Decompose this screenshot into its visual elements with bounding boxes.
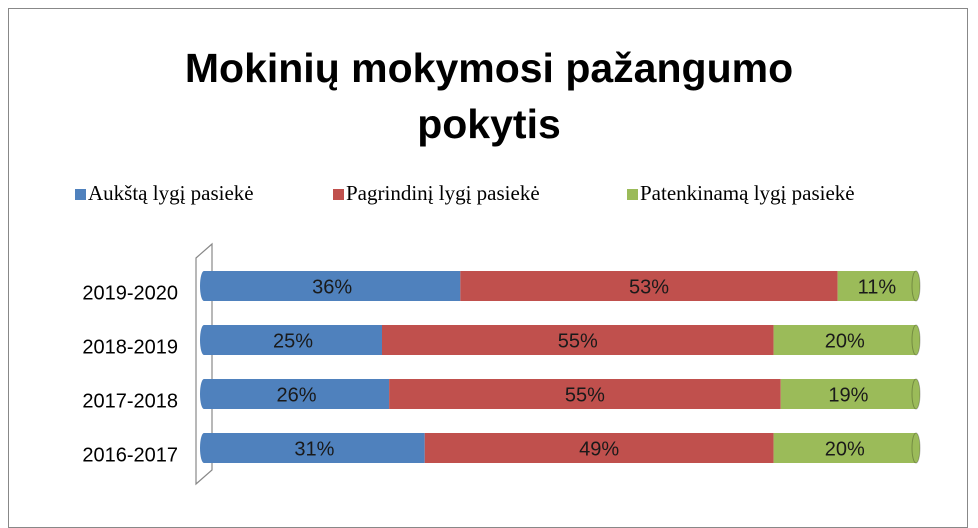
bar-segment <box>424 433 774 463</box>
value-label: 11% <box>858 276 897 298</box>
legend-swatch <box>75 189 86 200</box>
value-label: 26% <box>277 384 317 406</box>
bar-cap <box>200 271 208 301</box>
legend-swatch <box>333 189 344 200</box>
value-label: 55% <box>558 330 598 352</box>
value-label: 20% <box>825 330 865 352</box>
category-label: 2017-2018 <box>82 390 178 412</box>
bar-segment <box>389 379 781 409</box>
bar-cap <box>200 379 208 409</box>
legend-label: Pagrindinį lygį pasiekė <box>346 181 540 205</box>
category-label: 2016-2017 <box>82 444 178 466</box>
value-label: 36% <box>312 276 352 298</box>
bar-segment <box>204 379 390 409</box>
bar-segment <box>204 433 425 463</box>
value-label: 49% <box>579 438 619 460</box>
bar-segment <box>837 271 916 301</box>
chart: Aukštą lygį pasiekė Pagrindinį lygį pasie… <box>75 181 921 486</box>
bar-cap <box>200 433 208 463</box>
legend-label: Patenkinamą lygį pasiekė <box>640 181 855 205</box>
bar-cap <box>200 325 208 355</box>
value-label: 55% <box>565 384 605 406</box>
category-label: 2019-2020 <box>82 282 178 304</box>
value-label: 19% <box>828 384 868 406</box>
value-label: 20% <box>825 438 865 460</box>
bar-segment <box>204 325 382 355</box>
legend-label: Aukštą lygį pasiekė <box>88 181 254 205</box>
bar-segment <box>773 433 916 463</box>
back-wall <box>195 242 213 486</box>
bar-segment <box>382 325 774 355</box>
bar-cap <box>911 324 921 356</box>
bar-cap <box>911 432 921 464</box>
bar-segment <box>780 379 916 409</box>
page: Mokinių mokymosi pažangumo pokytis Aukšt… <box>8 8 968 528</box>
category-label: 2018-2019 <box>82 336 178 358</box>
value-label: 31% <box>294 438 334 460</box>
bar-cap <box>911 270 921 302</box>
bar-segment <box>773 325 916 355</box>
value-label: 53% <box>629 276 669 298</box>
value-label: 25% <box>273 330 313 352</box>
legend-swatch <box>627 189 638 200</box>
bar-segment <box>204 271 461 301</box>
bar-cap <box>911 378 921 410</box>
chart-title: Mokinių mokymosi pažangumo pokytis <box>184 45 794 147</box>
bar-segment <box>460 271 838 301</box>
